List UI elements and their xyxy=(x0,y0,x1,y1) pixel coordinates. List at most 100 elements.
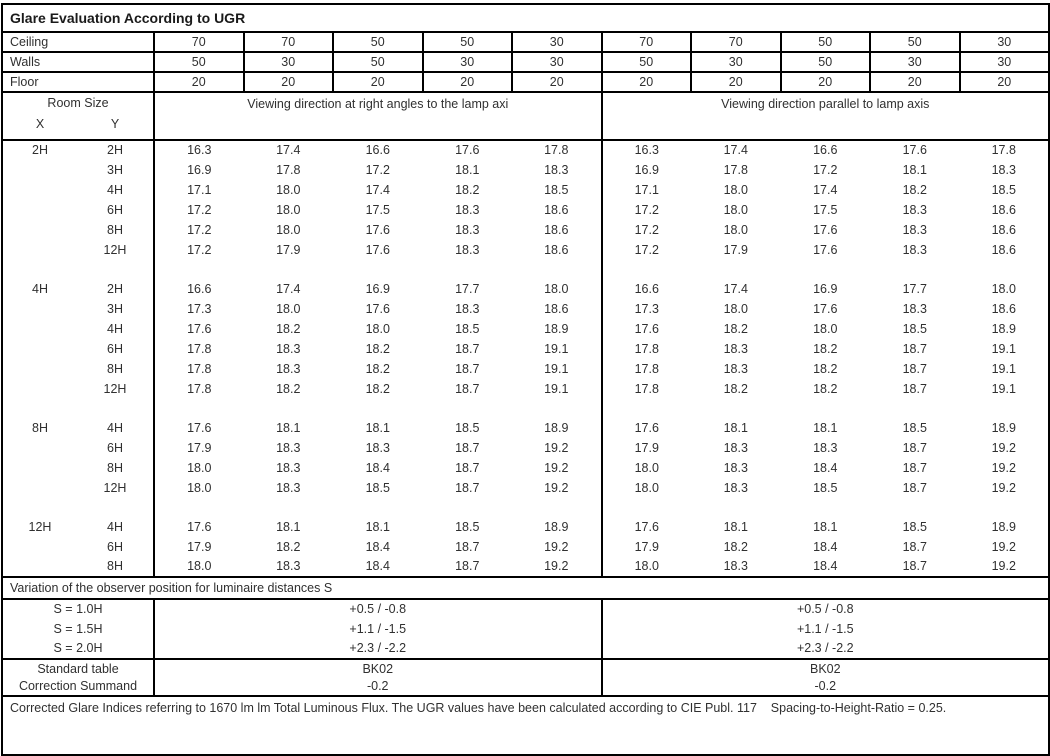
ugr-value-left: 18.9 xyxy=(544,519,569,534)
ugr-value-left: 18.7 xyxy=(455,440,480,455)
ugr-value-left: 18.3 xyxy=(276,460,301,475)
ugr-value-left: 18.0 xyxy=(153,557,244,577)
surface-row: Walls 50 30 50 30 30 50 30 50 30 30 xyxy=(2,52,1050,73)
ugr-value-left: 18.1 xyxy=(365,519,390,534)
surface-value: 20 xyxy=(511,72,602,93)
surface-value: 50 xyxy=(779,32,870,53)
surface-label: Walls xyxy=(2,52,154,73)
ugr-value-left: 18.2 xyxy=(365,381,390,396)
ugr-value-right: 18.5 xyxy=(902,420,927,435)
variation-label: S = 2.0H xyxy=(53,641,103,656)
room-y-value: 8H xyxy=(107,460,123,475)
room-x-value: 4H xyxy=(32,281,48,296)
ugr-value-left: 19.1 xyxy=(544,341,569,356)
page-title: Glare Evaluation According to UGR xyxy=(2,4,1050,33)
ugr-value-right: 16.6 xyxy=(813,143,838,158)
room-y-value: 12H xyxy=(103,381,127,396)
ugr-value-right: 17.2 xyxy=(600,240,691,260)
ugr-value-left: 18.0 xyxy=(276,202,301,217)
ugr-value-left: 19.2 xyxy=(544,539,569,554)
ugr-value-right: 17.8 xyxy=(600,339,691,359)
surface-value: 30 xyxy=(421,52,512,73)
ugr-value-left: 17.6 xyxy=(153,418,244,438)
surface-label: Ceiling xyxy=(2,32,154,53)
ugr-row: 4H 2H 16.6 17.4 16.9 17.7 18.0 16.6 17.4 16.9 17.7… xyxy=(2,279,1049,299)
room-y-value: 8H xyxy=(107,361,123,376)
surface-value: 30 xyxy=(958,52,1050,73)
ugr-value-left: 17.6 xyxy=(455,143,480,158)
ugr-row: 8H 18.0 18.3 18.4 18.7 19.2 18.0 18.3 18.4 18.7 19… xyxy=(2,458,1049,478)
ugr-value-right: 18.4 xyxy=(813,559,838,574)
ugr-value-right: 18.4 xyxy=(813,460,838,475)
ugr-value-left: 17.6 xyxy=(365,242,390,257)
ugr-value-right: 19.1 xyxy=(991,341,1016,356)
surface-value: 30 xyxy=(511,32,602,53)
spacer-row xyxy=(2,399,1050,418)
surface-value: 50 xyxy=(153,52,244,73)
ugr-value-left: 19.1 xyxy=(544,381,569,396)
room-y-value: 2H xyxy=(107,281,123,296)
ugr-value-right: 18.1 xyxy=(723,519,748,534)
ugr-value-left: 18.7 xyxy=(455,480,480,495)
ugr-value-left: 18.7 xyxy=(455,381,480,396)
ugr-value-right: 18.3 xyxy=(902,222,927,237)
room-x-value xyxy=(2,180,77,200)
ugr-value-left: 19.1 xyxy=(544,361,569,376)
ugr-row: 12H 17.8 18.2 18.2 18.7 19.1 17.8 18.2 18.2 18.7 1… xyxy=(2,379,1049,399)
ugr-value-right: 17.4 xyxy=(813,182,838,197)
ugr-row: 8H 17.8 18.3 18.2 18.7 19.1 17.8 18.3 18.2 18.7 19… xyxy=(2,359,1049,379)
y-axis-label: Y xyxy=(110,117,120,132)
surface-value: 30 xyxy=(869,52,960,73)
ugr-value-right: 19.1 xyxy=(991,361,1016,376)
ugr-value-right: 18.2 xyxy=(902,182,927,197)
ugr-value-left: 16.6 xyxy=(365,143,390,158)
ugr-value-left: 18.2 xyxy=(365,341,390,356)
ugr-value-right: 17.4 xyxy=(723,143,748,158)
surface-value: 70 xyxy=(690,32,781,53)
ugr-value-left: 18.5 xyxy=(455,519,480,534)
surface-value: 50 xyxy=(600,52,691,73)
summary-row: Correction Summand -0.2 -0.2 xyxy=(2,677,1050,696)
ugr-row: 6H 17.9 18.3 18.3 18.7 19.2 17.9 18.3 18.3 18.7 19… xyxy=(2,438,1049,458)
ugr-value-right: 18.3 xyxy=(813,440,838,455)
footer-row: Corrected Glare Indices referring to 167… xyxy=(2,695,1050,755)
room-x-value xyxy=(2,537,77,557)
ugr-value-left: 18.2 xyxy=(276,381,301,396)
variation-value-right: +2.3 / -2.2 xyxy=(600,639,1050,659)
ugr-value-right: 17.1 xyxy=(600,180,691,200)
ugr-value-left: 18.3 xyxy=(455,301,480,316)
ugr-row: 4H 17.6 18.2 18.0 18.5 18.9 17.6 18.2 18.0 18.5 18… xyxy=(2,319,1049,339)
room-y-value: 6H xyxy=(107,440,123,455)
ugr-value-right: 18.3 xyxy=(723,361,748,376)
ugr-value-right: 18.6 xyxy=(991,301,1016,316)
ugr-value-right: 17.6 xyxy=(600,319,691,339)
ugr-value-left: 17.4 xyxy=(276,143,301,158)
column-header-row: Room Size X Y Viewing direction at right… xyxy=(2,92,1050,141)
ugr-value-right: 17.6 xyxy=(902,143,927,158)
ugr-value-left: 18.9 xyxy=(544,420,569,435)
summary-value-right: BK02 xyxy=(600,658,1050,678)
ugr-value-right: 18.3 xyxy=(723,480,748,495)
ugr-value-left: 17.5 xyxy=(365,202,390,217)
ugr-value-left: 18.5 xyxy=(455,321,480,336)
ugr-value-left: 18.3 xyxy=(455,242,480,257)
ugr-value-left: 18.3 xyxy=(544,162,569,177)
spacer-cell xyxy=(600,260,1050,279)
ugr-value-left: 18.3 xyxy=(365,440,390,455)
ugr-value-right: 18.6 xyxy=(991,222,1016,237)
variation-title-row: Variation of the observer position for l… xyxy=(2,576,1050,600)
surface-value: 50 xyxy=(779,52,870,73)
ugr-value-left: 19.2 xyxy=(544,440,569,455)
ugr-value-left: 18.3 xyxy=(455,222,480,237)
ugr-value-left: 17.3 xyxy=(153,299,244,319)
room-x-value xyxy=(2,220,77,240)
summary-row: Standard table BK02 BK02 xyxy=(2,658,1050,678)
ugr-value-right: 17.4 xyxy=(723,281,748,296)
ugr-row: 8H 18.0 18.3 18.4 18.7 19.2 18.0 18.3 18.4 18.7 19… xyxy=(2,557,1049,577)
ugr-value-left: 17.9 xyxy=(276,242,301,257)
ugr-row: 6H 17.2 18.0 17.5 18.3 18.6 17.2 18.0 17.5 18.3 18… xyxy=(2,200,1049,220)
ugr-value-right: 17.9 xyxy=(723,242,748,257)
ugr-value-left: 18.5 xyxy=(365,480,390,495)
ugr-value-left: 18.0 xyxy=(544,281,569,296)
ugr-value-right: 18.2 xyxy=(723,321,748,336)
